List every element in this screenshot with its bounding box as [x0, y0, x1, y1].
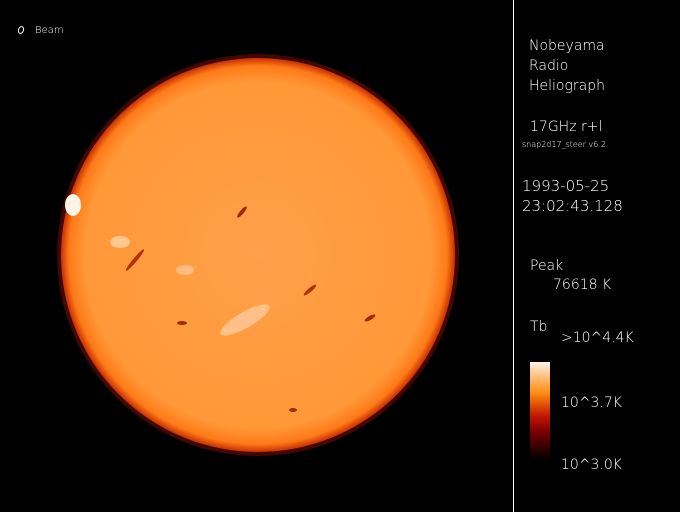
dark-filament	[177, 321, 187, 325]
frequency: 17GHz r+l	[530, 119, 603, 135]
dark-filament	[364, 314, 376, 322]
title-line-1: Nobeyama	[529, 38, 605, 54]
plage	[110, 236, 130, 248]
plage	[220, 304, 270, 336]
dark-filament	[289, 408, 297, 412]
colorbar	[530, 362, 550, 460]
colorbar-min-label: 10^3.0K	[561, 457, 622, 473]
title-line-3: Heliograph	[529, 78, 605, 94]
solar-disk	[61, 58, 455, 452]
peak-value: 76618 K	[553, 277, 612, 293]
plage	[176, 265, 194, 275]
dark-filament	[237, 206, 247, 218]
colorbar-mid-label: 10^3.7K	[561, 395, 622, 411]
peak-label: Peak	[530, 258, 564, 274]
bright-active-region	[65, 194, 81, 216]
colorbar-title: Tb	[530, 319, 548, 335]
solar-disk-image	[57, 54, 459, 456]
observation-time: 23:02:43.128	[522, 197, 623, 215]
panel-divider	[513, 0, 514, 512]
colorbar-max-label: >10^4.4K	[561, 330, 634, 346]
beam-label: Beam	[35, 25, 64, 36]
software-version: snap2d17_steer v6.2	[522, 140, 607, 149]
dark-filament	[303, 284, 317, 296]
observation-date: 1993-05-25	[522, 177, 610, 195]
title-line-2: Radio	[529, 58, 569, 74]
dark-filament	[125, 249, 145, 271]
